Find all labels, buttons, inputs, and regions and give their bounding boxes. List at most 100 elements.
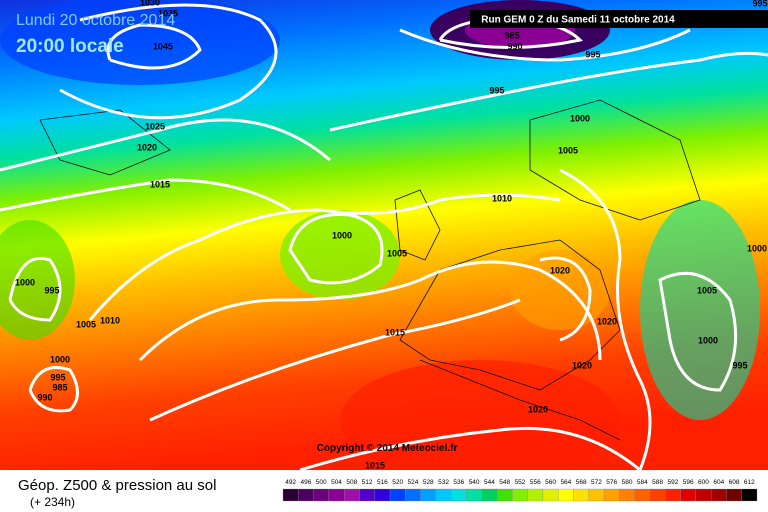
legend-label: 572 [591,479,602,486]
isobar-label: 1030 [140,0,160,7]
isobar-label: 990 [37,392,52,402]
legend-swatch [665,488,681,502]
run-info: Run GEM 0 Z du Samedi 11 octobre 2014 [481,15,675,26]
legend-label: 516 [377,479,388,486]
legend-label: 608 [729,479,740,486]
legend-swatch [451,488,467,502]
legend-label: 560 [545,479,556,486]
isobar-label: 1045 [153,41,173,51]
isobar-label: 1020 [137,142,157,152]
isobar-labels: 1030103510459859909959959951000100510251… [15,0,768,470]
legend-label: 532 [438,479,449,486]
legend-swatch [298,488,314,502]
legend-swatch [344,488,360,502]
isobar-label: 1005 [387,248,407,258]
legend-label: 592 [667,479,678,486]
legend-swatch [634,488,651,502]
legend-swatch [527,488,544,502]
map-field [0,0,768,480]
isobar-label: 995 [44,285,59,295]
isobar-label: 1025 [145,121,165,131]
isobar-label: 1015 [385,327,405,337]
legend-label: 604 [713,479,724,486]
forecast-time: 20:00 locale [16,36,124,57]
isobar-label: 1020 [597,316,617,326]
isobar-label: 990 [507,41,522,51]
copyright: Copyright © 2014 Meteociel.fr [317,443,458,454]
legend-label: 576 [606,479,617,486]
legend-swatch [481,488,498,502]
legend-swatch [496,488,513,502]
legend-label: 600 [698,479,709,486]
isobar-label: 1010 [492,193,512,203]
legend-label: 556 [530,479,541,486]
legend-swatch [710,488,727,502]
legend-swatch [328,488,345,502]
legend-label: 504 [331,479,342,486]
legend-label: 512 [362,479,373,486]
isobar-label: 1000 [15,277,35,287]
isobar-label: 1000 [332,230,352,240]
isobar-label: 1015 [150,179,170,189]
legend-label: 588 [652,479,663,486]
legend-label: 536 [453,479,464,486]
legend-label: 564 [560,479,571,486]
legend-swatch [466,488,482,502]
legend-label: 552 [515,479,526,486]
legend-swatch [588,488,605,502]
legend-swatch [619,488,635,502]
isobar-label: 995 [732,360,747,370]
legend-label: 528 [423,479,434,486]
legend: 492 496 500 504 508 512 516 520 524 528 532 536 540 5… [282,479,758,502]
isobar-label: 985 [52,382,67,392]
legend-label: 580 [622,479,633,486]
legend-label: 596 [683,479,694,486]
legend-swatch [313,488,330,502]
isobar-label: 1000 [698,335,718,345]
legend-label: 568 [576,479,587,486]
legend-label: 612 [744,479,755,486]
legend-swatch [558,488,574,502]
legend-label: 548 [499,479,510,486]
forecast-date: Lundi 20 octobre 2014 [16,12,175,29]
footer-lead: (+ 234h) [30,495,75,509]
legend-label: 524 [408,479,419,486]
isobar-label: 995 [752,0,767,8]
legend-label: 584 [637,479,648,486]
legend-swatch [282,488,299,502]
legend-swatch [405,488,421,502]
legend-swatch [359,488,375,502]
legend-label: 520 [392,479,403,486]
legend-label: 540 [469,479,480,486]
isobar-label: 995 [585,49,600,59]
legend-label: 492 [285,479,296,486]
isobar-label: 1020 [572,360,592,370]
legend-swatch [573,488,589,502]
legend-label: 496 [301,479,312,486]
legend-swatch [680,488,696,502]
legend-label: 508 [346,479,357,486]
legend-swatch [512,488,528,502]
isobar-label: 1020 [550,265,570,275]
legend-swatch [649,488,666,502]
legend-swatch [435,488,452,502]
legend-swatch [389,488,406,502]
legend-swatch [741,488,758,502]
isobar-label: 1035 [158,8,178,18]
isobar-label: 995 [489,85,504,95]
isobar-label: 1010 [100,315,120,325]
legend-swatch [603,488,620,502]
legend-swatch [374,488,391,502]
isobar-label: 1005 [558,145,578,155]
legend-swatch [542,488,559,502]
isobar-label: 1005 [697,285,717,295]
legend-swatch [420,488,437,502]
isobar-label: 985 [504,30,519,40]
isobar-label: 1000 [570,113,590,123]
isobar-label: 995 [50,372,65,382]
isobar-label: 1000 [747,243,767,253]
legend-swatch [726,488,742,502]
isobar-label: 1000 [50,354,70,364]
legend-label: 544 [484,479,495,486]
